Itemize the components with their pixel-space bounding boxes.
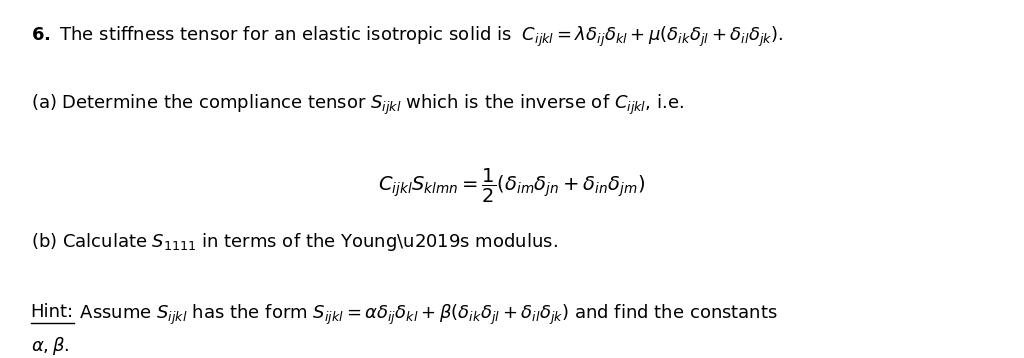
Text: Hint:: Hint: (31, 303, 74, 320)
Text: (b) Calculate $S_{1111}$ in terms of the Young\u2019s modulus.: (b) Calculate $S_{1111}$ in terms of the… (31, 231, 558, 253)
Text: $C_{ijkl}S_{klmn} = \dfrac{1}{2}(\delta_{im}\delta_{jn} + \delta_{in}\delta_{jm}: $C_{ijkl}S_{klmn} = \dfrac{1}{2}(\delta_… (378, 166, 646, 204)
Text: $\alpha, \beta$.: $\alpha, \beta$. (31, 335, 69, 357)
Text: (a) Determine the compliance tensor $S_{ijkl}$ which is the inverse of $C_{ijkl}: (a) Determine the compliance tensor $S_{… (31, 93, 684, 117)
Text: Assume $S_{ijkl}$ has the form $S_{ijkl} = \alpha\delta_{ij}\delta_{kl} + \beta(: Assume $S_{ijkl}$ has the form $S_{ijkl}… (74, 303, 777, 327)
Text: $\mathbf{6.}$ The stiffness tensor for an elastic isotropic solid is  $C_{ijkl} : $\mathbf{6.}$ The stiffness tensor for a… (31, 25, 783, 49)
